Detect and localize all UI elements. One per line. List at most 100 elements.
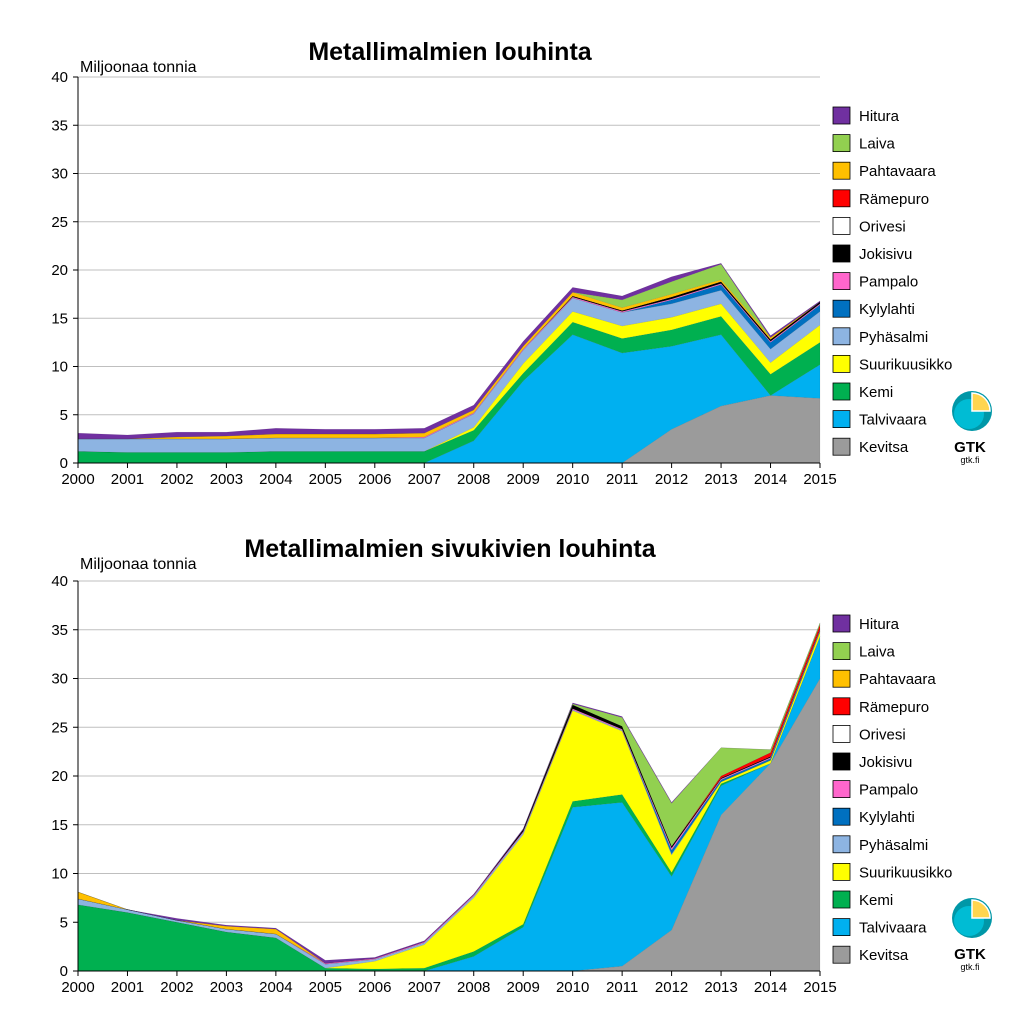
legend-swatch: [832, 780, 851, 798]
legend-label: Hitura: [859, 616, 900, 633]
x-tick-label: 2012: [655, 979, 688, 996]
y-axis-label: Miljoonaa tonnia: [80, 59, 197, 76]
x-tick-label: 2009: [507, 979, 540, 996]
x-tick-label: 2000: [61, 471, 94, 488]
x-tick-label: 2009: [507, 471, 540, 488]
legend-swatch: [832, 918, 851, 936]
legend-swatch: [832, 669, 851, 688]
x-tick-label: 2013: [704, 979, 737, 996]
legend-swatch: [832, 642, 851, 660]
legend-label: Talvivaara: [859, 412, 927, 429]
x-tick-label: 2002: [160, 471, 193, 488]
legend-swatch: [832, 807, 851, 826]
legend-item-kylylahti: Kylylahti: [832, 299, 915, 318]
legend-label: Kevitsa: [859, 439, 909, 456]
chart-title: Metallimalmien louhinta: [308, 38, 592, 66]
chart-title: Metallimalmien sivukivien louhinta: [244, 535, 656, 563]
legend-swatch: [832, 945, 851, 964]
x-tick-label: 2015: [803, 979, 836, 996]
legend-item-pyhasalmi: Pyhäsalmi: [832, 835, 928, 854]
legend-item-kylylahti: Kylylahti: [832, 807, 915, 826]
x-tick-label: 2007: [408, 979, 441, 996]
legend-label: Rämepuro: [859, 699, 929, 716]
legend-swatch: [832, 106, 851, 125]
y-tick-label: 40: [51, 573, 68, 590]
x-tick-label: 2007: [408, 471, 441, 488]
legend-label: Kevitsa: [859, 947, 909, 964]
legend-item-pahtavaara: Pahtavaara: [832, 161, 936, 180]
logo-url: gtk.fi: [960, 455, 979, 465]
legend-label: Rämepuro: [859, 191, 929, 208]
x-tick-label: 2006: [358, 979, 391, 996]
legend-label: Kylylahti: [859, 301, 915, 318]
x-tick-label: 2015: [803, 471, 836, 488]
legend-item-kemi: Kemi: [832, 890, 893, 909]
x-tick-label: 2008: [457, 979, 490, 996]
legend-swatch: [832, 244, 851, 263]
chart-1: Metallimalmien louhinta Miljoonaa tonnia 0…: [51, 38, 992, 488]
legend-item-orivesi: Orivesi: [832, 216, 906, 235]
legend-item-hitura: Hitura: [832, 614, 900, 633]
y-tick-label: 25: [51, 214, 68, 231]
y-tick-label: 15: [51, 817, 68, 834]
legend: Hitura Laiva Pahtavaara Rämepuro Orivesi Joki…: [832, 106, 952, 456]
logo-segment: [971, 392, 991, 412]
x-tick-label: 2001: [111, 979, 144, 996]
y-tick-label: 10: [51, 359, 68, 376]
legend-item-laiva: Laiva: [832, 134, 896, 153]
legend-swatch: [832, 327, 851, 346]
legend-swatch: [832, 697, 851, 716]
x-tick-label: 2002: [160, 979, 193, 996]
legend-item-kevitsa: Kevitsa: [832, 945, 909, 964]
legend-label: Kemi: [859, 384, 893, 401]
x-tick-label: 2004: [259, 471, 292, 488]
legend-item-talvivaara: Talvivaara: [832, 918, 927, 937]
legend-item-hitura: Hitura: [832, 106, 900, 125]
y-tick-label: 10: [51, 866, 68, 883]
legend-swatch: [832, 354, 851, 373]
legend-label: Pampalo: [859, 782, 918, 799]
legend-label: Suurikuusikko: [859, 864, 952, 881]
legend-swatch: [832, 437, 851, 456]
legend-label: Jokisivu: [859, 246, 912, 263]
logo-segment: [971, 899, 991, 919]
area-kylylahti: [77, 630, 821, 965]
legend-label: Orivesi: [859, 218, 906, 235]
logo-mark: GTK: [954, 439, 986, 456]
chart-2: Metallimalmien sivukivien louhinta Miljoo…: [51, 535, 992, 996]
x-tick-label: 2006: [358, 471, 391, 488]
legend-swatch: [832, 382, 851, 401]
legend-swatch: [832, 835, 851, 854]
legend-item-pahtavaara: Pahtavaara: [832, 669, 936, 688]
legend-swatch: [832, 614, 851, 633]
legend-label: Pyhäsalmi: [859, 837, 928, 854]
legend-swatch: [832, 272, 851, 291]
legend-label: Jokisivu: [859, 754, 912, 771]
legend-swatch: [832, 863, 851, 881]
x-tick-label: 2013: [704, 471, 737, 488]
legend-item-pyhasalmi: Pyhäsalmi: [832, 327, 928, 346]
legend-item-pampalo: Pampalo: [832, 272, 918, 291]
x-tick-label: 2003: [210, 471, 243, 488]
legend-item-suurikuusikko: Suurikuusikko: [832, 354, 952, 373]
y-tick-label: 0: [60, 455, 68, 472]
legend-swatch: [832, 410, 851, 429]
legend-label: Talvivaara: [859, 920, 927, 937]
area-hitura: [77, 622, 821, 964]
legend-item-orivesi: Orivesi: [832, 725, 906, 743]
area-series-group: [77, 263, 821, 464]
y-tick-label: 40: [51, 69, 68, 86]
legend-item-suurikuusikko: Suurikuusikko: [832, 863, 952, 881]
legend-swatch: [832, 216, 851, 235]
x-tick-label: 2005: [309, 979, 342, 996]
x-tick-label: 2011: [606, 471, 638, 488]
x-tick-label: 2014: [754, 979, 787, 996]
legend-label: Laiva: [859, 644, 896, 661]
y-tick-label: 35: [51, 622, 68, 639]
x-tick-label: 2001: [111, 471, 144, 488]
legend-swatch: [832, 890, 851, 909]
x-tick-label: 2008: [457, 471, 490, 488]
legend-item-kemi: Kemi: [832, 382, 893, 401]
